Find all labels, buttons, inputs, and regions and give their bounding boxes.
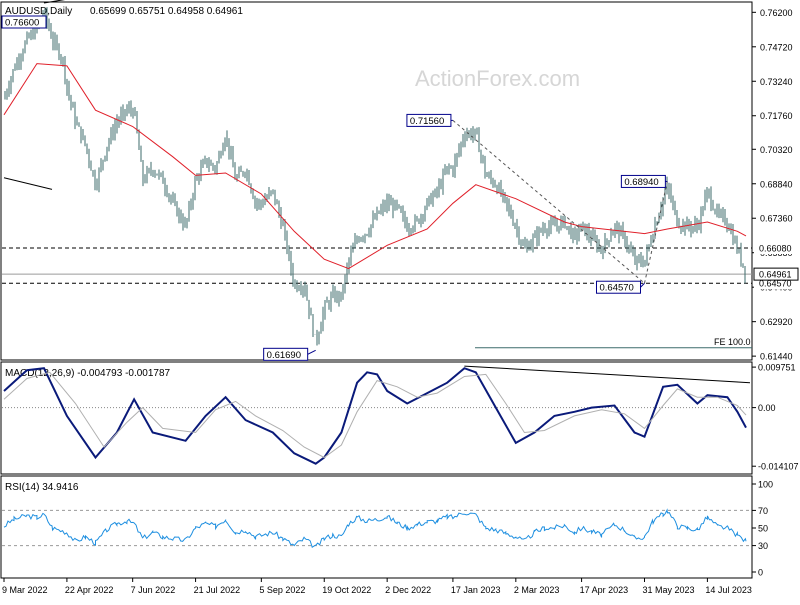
rsi-line: [3, 508, 747, 548]
x-tick-label: 31 May 2023: [642, 585, 694, 595]
projection-line: [644, 181, 668, 284]
price-y-tick-label: 0.61440: [760, 352, 793, 362]
fe-label: FE 100.0: [714, 337, 751, 347]
x-tick-label: 19 Oct 2022: [322, 585, 371, 595]
price-y-tick-label: 0.70320: [760, 145, 793, 155]
rsi-y-tick-label: 50: [758, 524, 768, 534]
price-y-tick-label: 0.76200: [760, 8, 793, 18]
level-label-box: [1, 15, 47, 29]
rsi-title: RSI(14) 34.9416: [5, 482, 79, 493]
price-y-tick-label: 0.67360: [760, 214, 793, 224]
rsi-y-tick-label: 70: [758, 506, 768, 516]
level-connector: [640, 282, 645, 288]
x-tick-label: 2 Dec 2022: [385, 585, 431, 595]
price-y-tick-label: 0.74720: [760, 42, 793, 52]
x-tick-label: 7 Jun 2022: [131, 585, 176, 595]
moving-average-path: [3, 63, 747, 270]
x-tick-label: 21 Jul 2022: [194, 585, 241, 595]
macd-y-axis: 0.009751 0.00 -0.014107: [752, 363, 799, 472]
macd-line: [3, 367, 747, 465]
rsi-y-axis: 100 70 50 30 0: [752, 480, 773, 578]
moving-average-line: [3, 63, 747, 270]
rsi-panel-frame: [0, 475, 753, 579]
level-connector: [307, 349, 316, 355]
price-annotations: FE 100.0 0.76600 0.71560 0.68940 0.64570 0.61…: [1, 0, 751, 361]
price-candles: [4, 7, 746, 346]
rsi-lines: [2, 508, 752, 548]
macd-y-tick-label: 0.00: [758, 403, 776, 413]
x-tick-label: 17 Jan 2023: [451, 585, 501, 595]
trend-line: [3, 177, 53, 190]
trend-line: [43, 0, 66, 4]
chart-title: AUDUSD,Daily: [5, 6, 72, 17]
level-price-label: 0.64570: [759, 279, 792, 289]
signal-line: [3, 371, 747, 459]
x-tick-label: 22 Apr 2022: [65, 585, 114, 595]
level-label: 0.71560: [410, 116, 444, 127]
macd-lines: [2, 365, 752, 465]
ohlc-values: 0.65699 0.65751 0.64958 0.64961: [90, 6, 243, 17]
level-price-box: [754, 242, 798, 255]
watermark: ActionForex.com: [415, 66, 580, 91]
x-tick-label: 17 Apr 2023: [580, 585, 629, 595]
x-tick-label: 5 Sep 2022: [259, 585, 305, 595]
level-label: 0.76600: [5, 18, 39, 29]
macd-y-tick-label: -0.014107: [758, 462, 799, 472]
x-tick-label: 9 Mar 2022: [2, 585, 48, 595]
x-axis: 9 Mar 2022 22 Apr 2022 7 Jun 2022 21 Jul 20…: [2, 578, 752, 595]
rsi-y-tick-label: 30: [758, 541, 768, 551]
macd-panel-frame: [0, 361, 753, 475]
level-label: 0.61690: [267, 350, 301, 361]
x-tick-label: 2 Mar 2023: [514, 585, 560, 595]
price-y-tick-label: 0.68840: [760, 179, 793, 189]
rsi-y-tick-label: 0: [758, 568, 763, 578]
macd-title: MACD(12,26,9) -0.004793 -0.001787: [5, 368, 171, 379]
price-y-tick-label: 0.62920: [760, 317, 793, 327]
price-y-tick-label: 0.71760: [760, 111, 793, 121]
level-price-box: [753, 267, 799, 281]
level-label: 0.68940: [624, 177, 658, 188]
price-y-axis: 0.76200 0.74720 0.73240 0.71760 0.70320 0.688…: [752, 8, 799, 362]
rsi-y-tick-label: 100: [758, 480, 773, 490]
x-tick-label: 14 Jul 2023: [705, 585, 752, 595]
price-panel-frame: [0, 1, 753, 361]
level-label: 0.64570: [599, 283, 633, 294]
macd-y-tick-label: 0.009751: [758, 363, 796, 373]
macd-trend-line: [464, 365, 751, 384]
level-price-label: 0.66080: [759, 244, 792, 254]
level-price-label: 0.64961: [759, 270, 792, 280]
price-y-tick-label: 0.73240: [760, 77, 793, 87]
